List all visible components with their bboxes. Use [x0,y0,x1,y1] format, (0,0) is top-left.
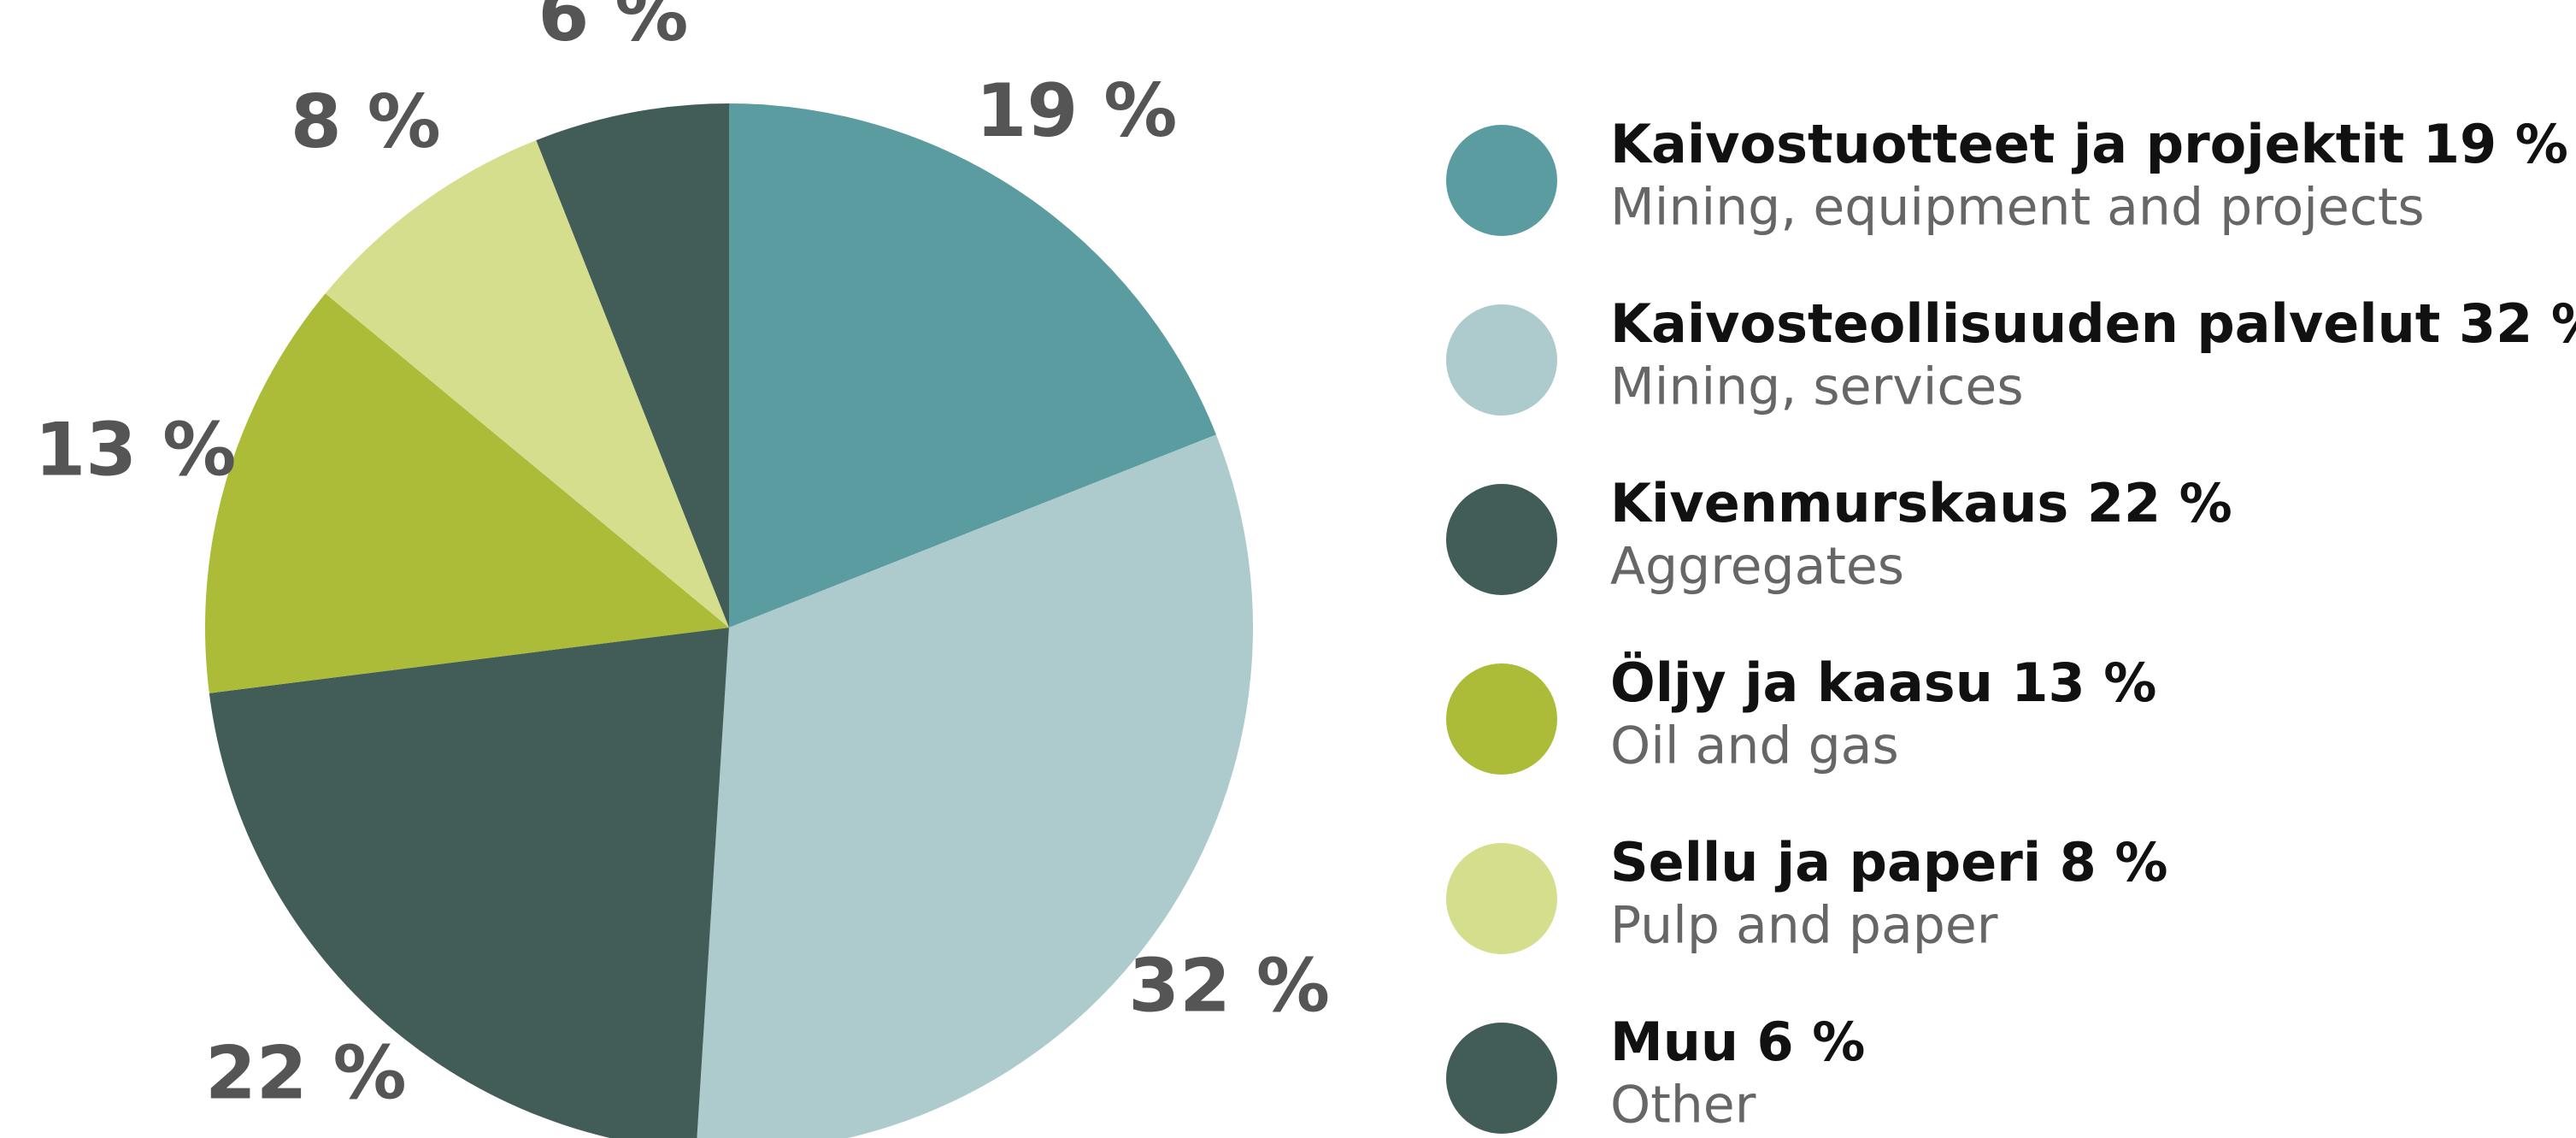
legend-label: Kaivostuotteet ja projektit 19 % [1610,113,2568,175]
legend-label: Sellu ja paperi 8 % [1610,831,2168,893]
legend-sublabel: Aggregates [1610,537,1904,597]
legend-swatch [1446,1023,1557,1134]
legend-label: Kivenmurskaus 22 % [1610,472,2232,534]
pie-slice [729,103,1216,628]
pie-slice [536,103,729,628]
legend-label: Muu 6 % [1610,1011,1865,1073]
legend-label: Kaivosteollisuuden palvelut 32 % [1610,292,2576,355]
data-label: 32 % [1128,944,1330,1029]
pie-slice [697,434,1253,1138]
pie-slice [205,293,730,693]
legend-swatch [1446,125,1557,236]
legend-sublabel: Oil and gas [1610,716,1899,776]
pie-slice [325,140,729,628]
data-label: 19 % [976,68,1178,154]
legend-swatch [1446,663,1557,775]
data-label: 22 % [205,1031,407,1117]
data-label: 8 % [291,80,441,165]
legend-sublabel: Mining, equipment and projects [1610,178,2425,238]
legend-label: Öljy ja kaasu 13 % [1610,652,2156,714]
legend-sublabel: Mining, services [1610,357,2024,417]
data-label: 6 % [538,0,688,58]
legend-sublabel: Other [1610,1076,1756,1135]
legend-sublabel: Pulp and paper [1610,896,1998,956]
legend-swatch [1446,484,1557,595]
legend-swatch [1446,843,1557,954]
legend-swatch [1446,304,1557,416]
data-label: 13 % [34,408,236,493]
pie-slice [209,628,729,1138]
